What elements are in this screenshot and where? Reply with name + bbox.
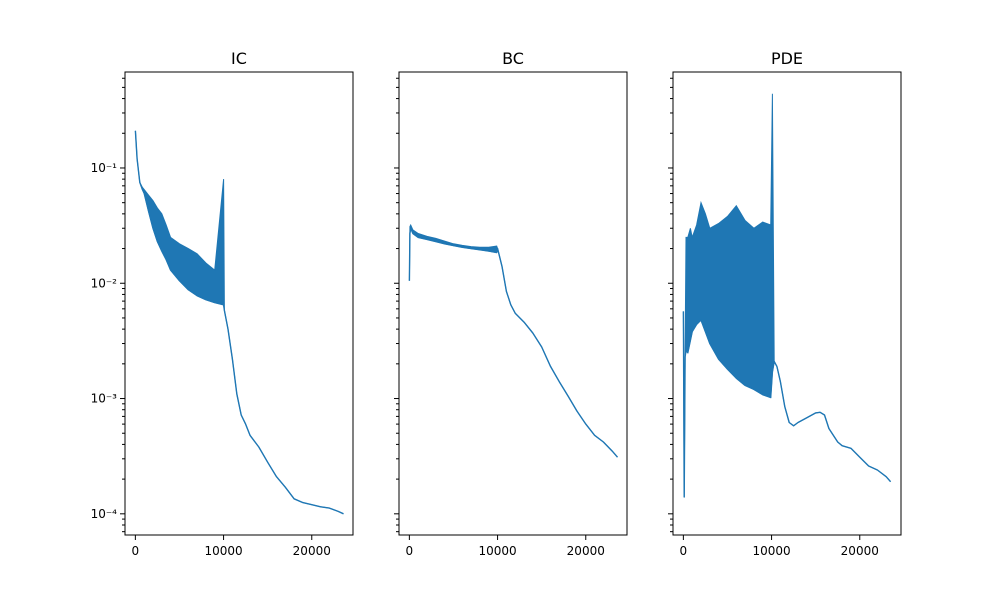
axes-frame (124, 71, 354, 536)
y-tick-label: 10⁻¹ (91, 161, 118, 175)
chart-title: PDE (771, 49, 803, 68)
series-line-layer (134, 130, 344, 515)
oscillation-band (682, 93, 891, 498)
series-band-0 (682, 93, 891, 498)
y-tick-label: 10⁻³ (91, 392, 118, 406)
series-line-0 (682, 311, 892, 498)
series-line-layer (408, 227, 619, 458)
axis-ticks: 0 10000 20000 (668, 77, 879, 558)
y-tick-label: 10⁻⁴ (91, 507, 118, 521)
x-tick-label: 0 (406, 544, 414, 558)
x-tick-label: 10000 (752, 544, 790, 558)
axis-ticks: 0 10000 20000 10⁻⁴ 10⁻³ 10⁻² 10⁻¹ (91, 77, 331, 558)
subplot-pde: 0 10000 20000 PDE (668, 49, 902, 558)
series-line-0 (134, 130, 344, 515)
x-tick-label: 10000 (204, 544, 242, 558)
subplot-bc: 0 10000 20000 BC (394, 49, 628, 558)
oscillation-band (134, 130, 344, 515)
series-band-0 (408, 223, 618, 458)
axis-ticks: 0 10000 20000 (394, 77, 605, 558)
chart-title: IC (231, 49, 247, 68)
x-tick-label: 20000 (841, 544, 879, 558)
y-tick-label: 10⁻² (91, 276, 118, 290)
x-tick-label: 10000 (478, 544, 516, 558)
x-tick-label: 0 (680, 544, 688, 558)
x-tick-label: 0 (132, 544, 140, 558)
x-tick-label: 20000 (567, 544, 605, 558)
subplot-ic: 0 10000 20000 10⁻⁴ 10⁻³ 10⁻² 10⁻¹ IC (91, 49, 354, 558)
series-band-0 (134, 130, 344, 515)
chart-title: BC (502, 49, 524, 68)
x-tick-label: 20000 (293, 544, 331, 558)
series-line-layer (682, 311, 892, 498)
oscillation-band (408, 223, 618, 458)
series-line-0 (408, 227, 619, 458)
axes-frame (672, 71, 902, 536)
axes-frame (398, 71, 628, 536)
